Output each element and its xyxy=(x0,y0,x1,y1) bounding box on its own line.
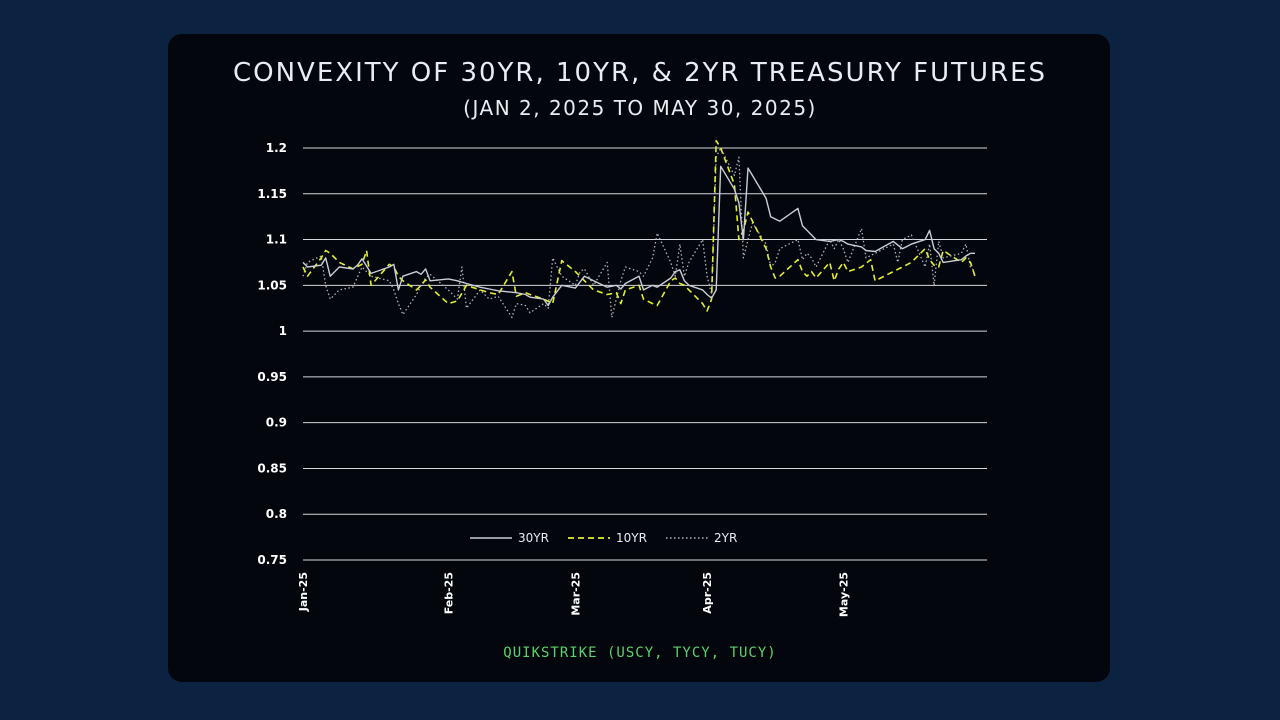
y-tick-label: 1.2 xyxy=(266,141,287,155)
chart-title: CONVEXITY OF 30YR, 10YR, & 2YR TREASURY … xyxy=(232,58,1048,88)
x-tick-label: May-25 xyxy=(837,572,850,617)
legend-label-2yr: 2YR xyxy=(714,531,737,545)
x-tick-label: Mar-25 xyxy=(569,572,582,616)
source-note: QUIKSTRIKE (USCY, TYCY, TUCY) xyxy=(503,645,777,661)
y-tick-label: 1.15 xyxy=(257,187,287,201)
y-tick-label: 0.95 xyxy=(257,370,287,384)
series-line-10yr xyxy=(302,139,976,312)
y-tick-label: 0.85 xyxy=(257,461,287,475)
y-tick-label: 0.8 xyxy=(266,507,287,521)
x-tick-label: Feb-25 xyxy=(442,572,455,614)
chart-subtitle: (JAN 2, 2025 TO MAY 30, 2025) xyxy=(463,96,817,120)
y-tick-label: 0.75 xyxy=(257,553,287,567)
series-lines xyxy=(302,139,976,319)
y-tick-label: 1 xyxy=(279,324,287,338)
x-tick-label: Jan-25 xyxy=(297,572,310,612)
gridlines xyxy=(303,147,987,561)
x-axis-ticks: Jan-25 Feb-25 Mar-25 Apr-25 May-25 xyxy=(297,572,850,617)
series-line-2yr xyxy=(302,147,976,319)
legend-label-10yr: 10YR xyxy=(616,531,647,545)
series-line-30yr xyxy=(302,165,975,307)
y-tick-label: 1.1 xyxy=(266,233,287,247)
legend: 30YR 10YR 2YR xyxy=(470,531,737,545)
x-tick-label: Apr-25 xyxy=(701,572,714,614)
legend-label-30yr: 30YR xyxy=(518,531,549,545)
y-axis-ticks: 0.75 0.8 0.85 0.9 0.95 1 1.05 1.1 1.15 1.2 xyxy=(257,141,287,567)
y-tick-label: 0.9 xyxy=(266,416,287,430)
chart-card xyxy=(168,34,1110,682)
y-tick-label: 1.05 xyxy=(257,278,287,292)
